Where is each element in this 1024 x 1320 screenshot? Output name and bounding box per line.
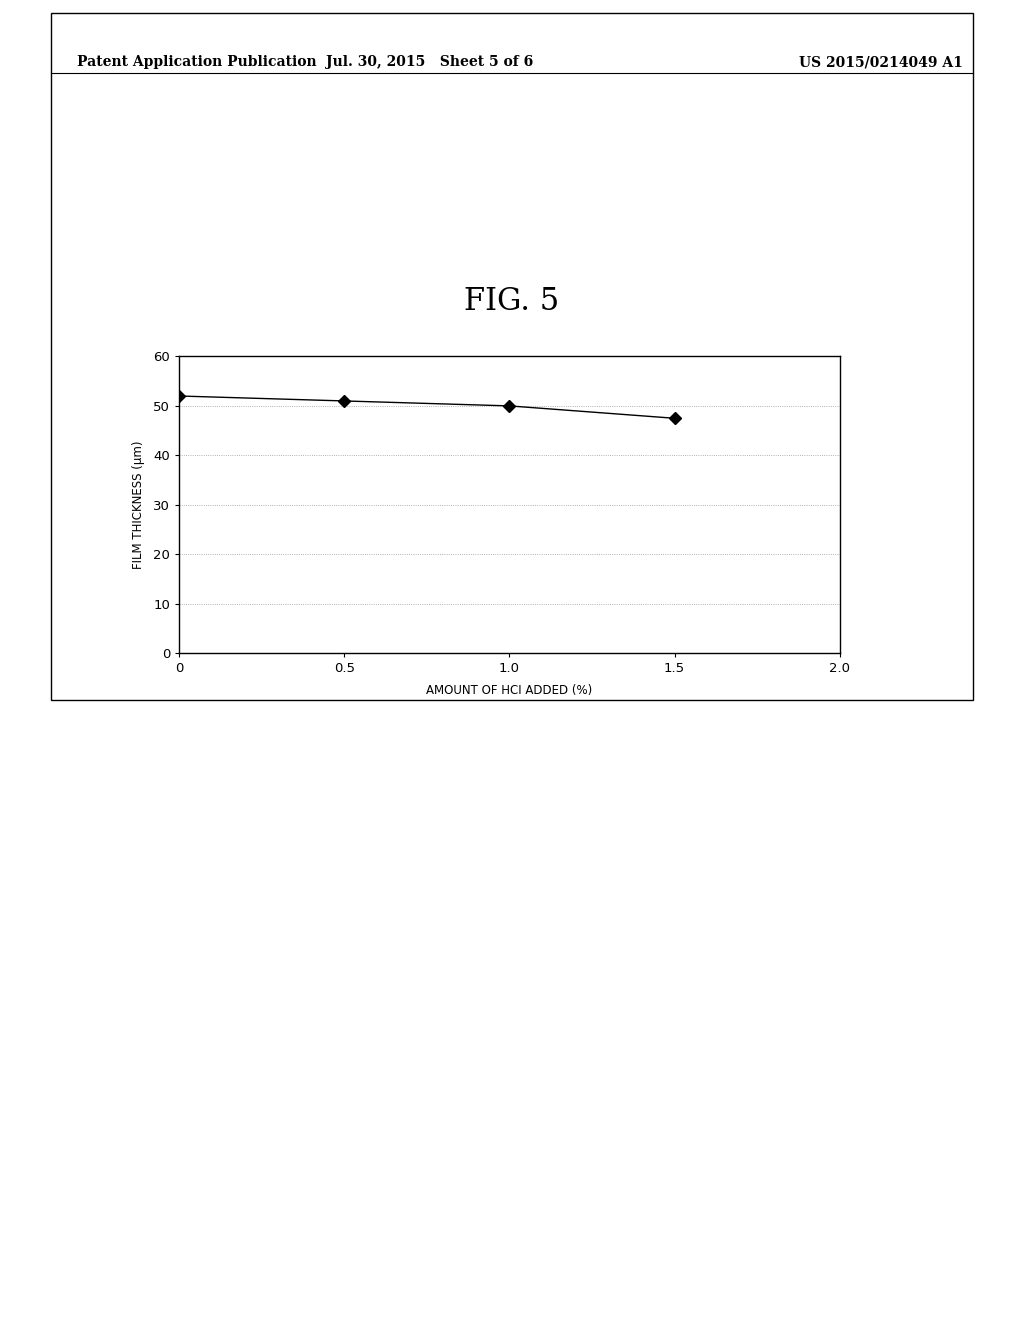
Y-axis label: FILM THICKNESS (μm): FILM THICKNESS (μm) (132, 441, 145, 569)
Text: US 2015/0214049 A1: US 2015/0214049 A1 (799, 55, 963, 70)
X-axis label: AMOUNT OF HCI ADDED (%): AMOUNT OF HCI ADDED (%) (426, 684, 593, 697)
Text: Patent Application Publication: Patent Application Publication (77, 55, 316, 70)
Text: FIG. 5: FIG. 5 (464, 286, 560, 317)
Text: Jul. 30, 2015   Sheet 5 of 6: Jul. 30, 2015 Sheet 5 of 6 (327, 55, 534, 70)
